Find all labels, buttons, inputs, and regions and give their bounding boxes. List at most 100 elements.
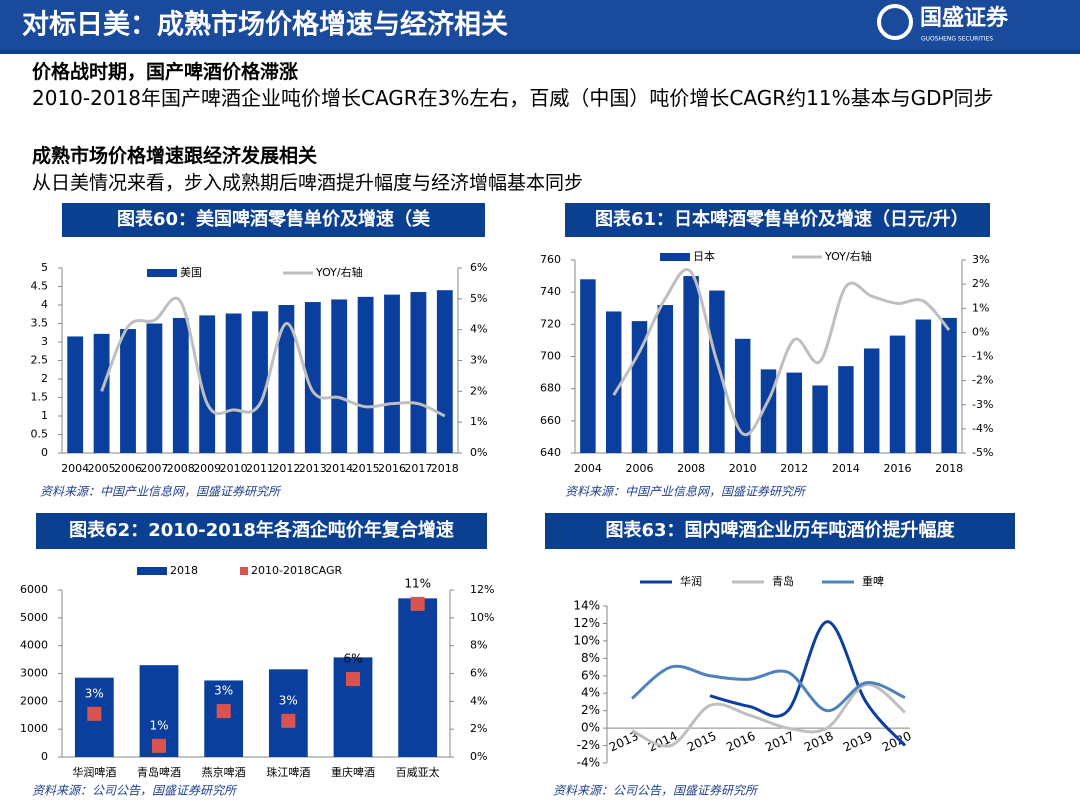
x-tick-label: 2006 [114, 462, 142, 475]
bar [268, 669, 308, 757]
bar [915, 319, 932, 453]
chart-title: 图表62：2010-2018年各酒企吨价年复合增速 [36, 513, 487, 549]
source: 资料来源：公司公告，国盛证券研究所 [32, 784, 238, 798]
bar [436, 290, 453, 453]
x-tick-label: 2016 [378, 462, 406, 475]
bar [252, 311, 268, 453]
y-tick-label: 0 [41, 446, 48, 459]
x-tick-label: 2010 [729, 462, 757, 475]
y-tick-label: 1 [41, 409, 48, 422]
y-tick-label: 4 [41, 298, 48, 311]
x-tick-label: 2017 [763, 729, 797, 755]
y-tick-label: 1.5 [31, 391, 49, 404]
y2-tick-label: 0% [470, 750, 487, 763]
bar [204, 680, 244, 757]
y2-tick-label: 5% [470, 292, 487, 305]
y2-tick-label: 2% [470, 722, 487, 735]
x-tick-label: 2011 [246, 462, 274, 475]
x-tick-label: 2008 [167, 462, 195, 475]
bar [683, 276, 699, 453]
y2-tick-label: 3% [972, 253, 989, 266]
legend-swatch [660, 253, 690, 261]
x-tick-label: 燕京啤酒 [202, 765, 246, 779]
y2-tick-label: 6% [470, 667, 487, 680]
y-tick-label: 0 [41, 750, 48, 763]
marker [410, 596, 425, 611]
y-tick-label: 2.5 [31, 354, 49, 367]
x-tick-label: 2004 [574, 462, 602, 475]
y-tick-label: 4.5 [31, 280, 49, 293]
legend-label: 华润 [680, 574, 702, 588]
legend-label: 重啤 [862, 574, 884, 588]
bar [120, 329, 136, 453]
legend-label: 2018 [170, 564, 198, 577]
y2-tick-label: 4% [470, 694, 487, 707]
y-tick-label: 2% [581, 703, 600, 717]
x-tick-label: 2013 [299, 462, 327, 475]
legend-label: 美国 [180, 266, 202, 279]
y2-tick-label: 10% [470, 611, 494, 624]
x-tick-label: 2012 [272, 462, 300, 475]
legend-label: 2010-2018CAGR [251, 564, 342, 577]
y-tick-label: 12% [573, 616, 600, 630]
y2-tick-label: -5% [972, 446, 993, 459]
x-tick-label: 2014 [832, 462, 860, 475]
bar [146, 323, 163, 453]
bar [786, 372, 803, 453]
y-tick-label: 4% [581, 686, 600, 700]
paragraph: 2010-2018年国产啤酒企业吨价增长CAGR在3%左右，百威（中国）吨价增长… [32, 86, 994, 110]
y2-tick-label: -4% [972, 422, 993, 435]
y-tick-label: 5 [41, 261, 48, 274]
y-tick-label: 2 [41, 372, 48, 385]
chart-title: 图表61：日本啤酒零售单价及增速（日元/升） [565, 203, 990, 237]
source: 资料来源：中国产业信息网，国盛证券研究所 [40, 485, 282, 499]
y2-tick-label: -3% [972, 398, 993, 411]
y-tick-label: 3 [41, 335, 48, 348]
legend-label: YOY/右轴 [315, 265, 363, 279]
bar [631, 321, 648, 453]
x-tick-label: 2012 [780, 462, 808, 475]
y-tick-label: 0% [581, 721, 600, 735]
chart-title: 图表63：国内啤酒企业历年吨酒价提升幅度 [545, 513, 1015, 549]
legend-label: 青岛 [772, 574, 794, 588]
x-tick-label: 2019 [841, 729, 875, 755]
line [612, 268, 951, 437]
x-tick-label: 2020 [880, 729, 914, 755]
bar [304, 302, 321, 453]
y-tick-label: -2% [577, 738, 600, 752]
x-tick-label: 2018 [935, 462, 963, 475]
bar [812, 385, 828, 453]
data-label: 3% [214, 684, 233, 698]
x-tick-label: 青岛啤酒 [137, 765, 181, 779]
x-tick-label: 百威亚太 [396, 766, 440, 779]
logo-sub: GUOSHENG SECURITIES [921, 36, 993, 43]
marker [152, 738, 166, 753]
x-tick-label: 重庆啤酒 [331, 765, 375, 779]
data-label: 3% [279, 693, 298, 707]
x-tick-label: 珠江啤酒 [266, 765, 310, 779]
x-tick-label: 2008 [677, 462, 705, 475]
y2-tick-label: 8% [470, 639, 487, 652]
y-tick-label: -4% [577, 756, 600, 770]
bar [410, 292, 427, 453]
y-tick-label: 2000 [20, 694, 48, 707]
x-tick-label: 2017 [404, 462, 432, 475]
bar [838, 366, 854, 453]
y2-tick-label: 12% [470, 583, 494, 596]
x-tick-label: 2005 [88, 462, 116, 475]
source: 资料来源：中国产业信息网，国盛证券研究所 [565, 485, 807, 499]
bar [278, 305, 295, 453]
bar [580, 279, 596, 453]
y-tick-label: 660 [540, 414, 561, 427]
y-tick-label: 14% [573, 599, 600, 613]
x-tick-label: 2014 [325, 462, 353, 475]
logo-text: 国盛证券 [920, 5, 1009, 31]
bar [357, 296, 374, 453]
y-tick-label: 640 [540, 446, 561, 459]
bar [67, 336, 84, 453]
x-tick-label: 2010 [220, 462, 248, 475]
y2-tick-label: 1% [972, 301, 989, 314]
legend-swatch [240, 567, 248, 575]
paragraph: 从日美情况来看，步入成熟期后啤酒提升幅度与经济增幅基本同步 [32, 172, 584, 194]
